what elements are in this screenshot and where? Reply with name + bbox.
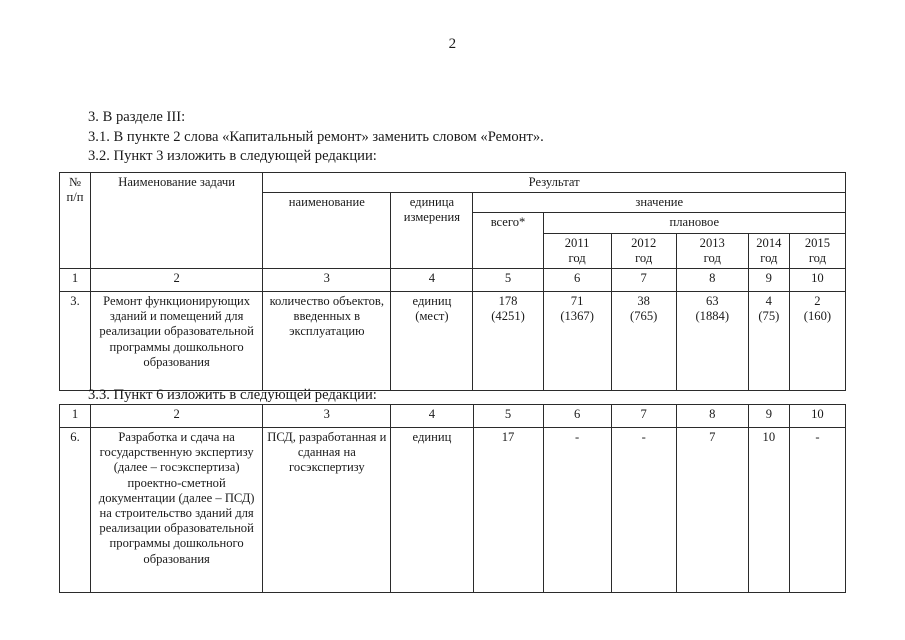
col-number-6: 6 [542,404,612,428]
col-number-4: 4 [390,268,474,293]
row-value-2012-main: 38 [637,294,650,309]
row-value-2011-main: 71 [570,294,584,309]
row-number: 3. [58,291,92,392]
header-unit-line2: измерения [403,210,461,225]
row-value-2014: 4 (75) [747,291,790,392]
row-total-main: 178 [498,294,518,309]
table-header-row-1: № п/п Наименование задачи Результат [58,171,846,270]
row-value-2012: 38 (765) [610,291,677,392]
header-cell-year-2015: 2015 год [788,232,847,270]
header-cell-year-2012: 2012 год [610,232,677,270]
col-number-7: 7 [610,268,677,293]
year-suffix-2014: год [760,250,778,265]
col-number-8: 8 [675,404,749,428]
header-cell-unit: единица измерения [390,192,474,270]
header-no-pp-line2: п/п [66,190,84,205]
table-header-row-3: всего* плановое [60,212,847,270]
col-number-3: 3 [262,404,392,428]
row-value-2013-main: 63 [705,294,719,309]
row-value-2015: 2 (160) [788,291,847,392]
row-indicator-name: количество объектов, введенных в эксплуа… [262,291,392,392]
col-number-10: 10 [788,404,847,428]
col-number-2: 2 [90,404,264,428]
col-number-2: 2 [90,268,264,293]
header-cell-year-2014: 2014 год [747,232,790,270]
year-value-2015: 2015 [804,235,831,250]
row-value-2015: - [788,427,847,593]
row-value-2014-main: 4 [765,294,772,309]
year-value-2012: 2012 [631,235,657,250]
table-numbering-row: 1 2 3 4 5 6 7 8 9 10 [58,268,847,293]
row-total-value: 17 [472,427,544,593]
row-value-2015-sub: (160) [803,309,832,324]
row-value-2011: 71 (1367) [542,291,612,392]
row-value-2013-sub: (1884) [695,309,730,324]
header-cell-year-2013: 2013 год [675,232,749,270]
intro-line-3: 3. В разделе III: [88,109,186,125]
col-number-1: 1 [58,268,92,293]
year-suffix-2013: год [703,250,721,265]
table-row: 6. Разработка и сдача на государственную… [58,427,847,593]
row-unit-line1: единиц [412,294,452,309]
year-value-2014: 2014 [756,235,782,250]
header-cell-year-2011: 2011 год [542,232,612,270]
row-unit-line2: (мест) [415,309,449,324]
year-suffix-2015: год [808,250,827,265]
year-value-2011: 2011 [564,235,590,250]
results-table-point-6: 1 2 3 4 5 6 7 8 9 10 6. Разработка и сда… [58,404,847,593]
row-indicator-name: ПСД, разработанная и сданная на госэкспе… [262,427,392,593]
header-cell-task-name: Наименование задачи [90,171,264,270]
page-number: 2 [448,36,457,52]
row-value-2011-sub: (1367) [560,309,594,324]
row-value-2013: 63 (1884) [675,291,749,392]
col-number-10: 10 [788,268,847,293]
table-header-row-4: 2011 год 2012 год 2013 год 2014 год 2015 [60,232,847,270]
row-total-sub: (4251) [491,309,525,324]
row-number: 6. [58,427,92,593]
intro-line-3-2: 3.2. Пункт 3 изложить в следующей редакц… [88,148,377,164]
col-number-5: 5 [472,268,544,293]
col-number-6: 6 [542,268,612,293]
col-number-1: 1 [58,404,92,428]
row-total-value: 178 (4251) [472,291,544,392]
year-suffix-2012: год [635,250,653,265]
col-number-4: 4 [390,404,474,428]
col-number-9: 9 [747,404,790,428]
header-cell-no-pp: № п/п [58,171,92,270]
table-numbering-row: 1 2 3 4 5 6 7 8 9 10 [58,404,847,428]
row-unit: единиц [390,427,474,593]
header-cell-planned: плановое [542,212,847,234]
heading-point-3-3: 3.3. Пункт 6 изложить в следующей редакц… [88,387,377,403]
table-header-row-2: наименование единица измерения значение [60,192,846,270]
row-value-2014: 10 [747,427,790,593]
row-unit: единиц (мест) [390,291,474,392]
intro-line-3-1: 3.1. В пункте 2 слова «Капитальный ремон… [88,128,544,145]
row-value-2015-main: 2 [814,294,821,309]
row-value-2012: - [610,427,677,593]
col-number-9: 9 [747,268,790,293]
results-table-point-3: № п/п Наименование задачи Результат наим… [58,171,847,392]
row-value-2011: - [542,427,612,593]
header-cell-result: Результат [262,171,846,194]
header-cell-total: всего* [472,212,544,270]
year-value-2013: 2013 [699,235,725,250]
table-row: 3. Ремонт функционирующих зданий и помещ… [58,291,847,392]
row-task-description: Разработка и сдача на государственную эк… [90,427,264,593]
header-unit-line1: единица [409,195,455,210]
row-value-2012-sub: (765) [630,309,658,324]
row-value-2013: 7 [675,427,749,593]
header-no-pp-line1: № [69,175,82,189]
row-task-description: Ремонт функционирующих зданий и помещени… [90,291,264,392]
col-number-3: 3 [262,268,392,293]
col-number-5: 5 [472,404,544,428]
row-value-2014-sub: (75) [758,309,780,324]
col-number-7: 7 [610,404,677,428]
year-suffix-2011: год [568,250,586,265]
col-number-8: 8 [675,268,749,293]
intro-paragraph-block: 3. В разделе III: 3.1. В пункте 2 слова … [88,108,848,167]
header-cell-indicator-name: наименование [262,192,392,270]
header-cell-value: значение [472,192,846,214]
